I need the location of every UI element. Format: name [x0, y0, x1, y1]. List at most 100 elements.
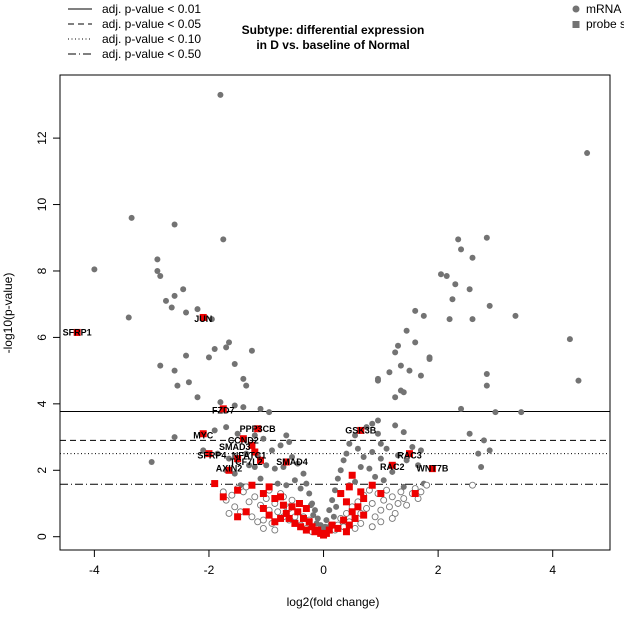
mrna-point [420, 312, 427, 319]
probe-set-point [351, 514, 359, 522]
mrna-point [171, 367, 178, 374]
mrna-point [314, 515, 321, 522]
gene-label: NFATC1 [232, 450, 266, 460]
mrna-point [329, 497, 336, 504]
mrna-point [217, 91, 224, 98]
mrna-legend-label: mRNA [586, 2, 621, 16]
probe-set-point [302, 504, 310, 512]
mrna-point [417, 372, 424, 379]
mrna-point [486, 302, 493, 309]
mrna-point [483, 382, 490, 389]
probe-set-point [225, 466, 233, 474]
mrna-point [240, 404, 247, 411]
mrna-point [566, 336, 573, 343]
mrna-point [483, 234, 490, 241]
probe-set-point [205, 450, 213, 458]
probe-set-point [277, 493, 285, 501]
mrna-point [383, 445, 390, 452]
y-tick-label: 10 [35, 198, 49, 212]
mrna-point [271, 465, 278, 472]
mrna-point [226, 339, 233, 346]
mrna-point [243, 450, 250, 457]
mrna-point [310, 512, 317, 519]
x-tick-label: -4 [89, 563, 100, 577]
nonsignificant-point [343, 510, 350, 517]
mrna-point [171, 434, 178, 441]
nonsignificant-point [403, 501, 411, 509]
probe-set-point [348, 471, 356, 479]
mrna-point [154, 267, 161, 274]
nonsignificant-point [254, 518, 262, 526]
mrna-point [403, 457, 410, 464]
mrna-point [380, 477, 387, 484]
threshold-legend-label: adj. p-value < 0.05 [102, 17, 201, 31]
nonsignificant-point [391, 510, 399, 517]
mrna-point [194, 394, 201, 401]
probe-set-point [368, 481, 376, 489]
probe-set-point [234, 455, 242, 463]
nonsignificant-point [388, 493, 396, 501]
probe-set-point [265, 511, 273, 519]
mrna-point [286, 439, 293, 446]
mrna-point [205, 354, 212, 361]
mrna-point [157, 362, 164, 369]
mrna-point [395, 342, 402, 349]
gene-label: AXIN2 [216, 464, 243, 474]
mrna-point [369, 420, 376, 427]
chart-title-line-2: in D vs. baseline of Normal [256, 38, 409, 52]
threshold-lines [60, 410, 610, 485]
mrna-point [306, 490, 313, 497]
nonsignificant-point [259, 524, 267, 532]
threshold-legend: adj. p-value < 0.01 adj. p-value < 0.05 … [68, 2, 201, 61]
mrna-point [283, 432, 290, 439]
gene-label: RAC3 [397, 450, 422, 460]
mrna-point [330, 513, 337, 520]
mrna-point [257, 405, 264, 412]
probe-set-point [199, 430, 207, 438]
mrna-point [363, 424, 370, 431]
nonsignificant-point [380, 496, 388, 504]
nonsignificant-point [228, 491, 236, 499]
probe-set-point [302, 526, 310, 534]
probe-set-point [242, 508, 250, 516]
mrna-point [478, 463, 485, 470]
mrna-point [171, 221, 178, 228]
nonsignificant-point [363, 505, 370, 512]
probe-set-point [234, 513, 242, 521]
probe-set-point [271, 518, 279, 526]
mrna-point [352, 478, 359, 485]
mrna-point [458, 405, 465, 412]
probe-set-point [271, 495, 279, 503]
probe-set-point [348, 508, 356, 516]
mrna-point [251, 432, 258, 439]
nonsignificant-point [245, 498, 253, 506]
probe-set-point [248, 481, 256, 489]
nonsignificant-point [423, 481, 431, 489]
x-axis-label: log2(fold change) [287, 595, 380, 609]
mrna-point [277, 442, 284, 449]
mrna-point [257, 475, 264, 482]
mrna-point [584, 150, 591, 157]
mrna-point [377, 440, 384, 447]
gene-label: SFRP1 [63, 327, 92, 337]
probe-set-point [325, 526, 333, 534]
mrna-point [575, 377, 582, 384]
nonsignificant-point [259, 516, 267, 524]
x-axis: -4 -2 0 2 4 [89, 550, 556, 577]
mrna-point [200, 447, 207, 454]
threshold-legend-label: adj. p-value < 0.50 [102, 47, 201, 61]
mrna-point [486, 447, 493, 454]
probe-set-point [199, 313, 207, 321]
y-axis: 0 2 4 6 8 10 12 [35, 131, 60, 540]
threshold-legend-item: adj. p-value < 0.01 [68, 2, 201, 16]
mrna-point [248, 347, 255, 354]
mrna-point [400, 429, 407, 436]
probe-set-point [428, 465, 436, 473]
nonsignificant-point [357, 519, 365, 527]
y-tick-label: 4 [35, 400, 49, 407]
mrna-point [300, 470, 307, 477]
y-tick-label: 0 [35, 533, 49, 540]
nonsignificant-point [377, 506, 385, 514]
gene-label: RAC2 [380, 462, 405, 472]
